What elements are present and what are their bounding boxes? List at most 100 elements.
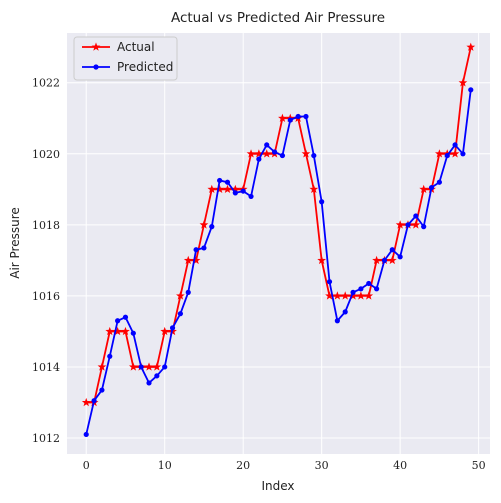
actual-point xyxy=(340,291,350,300)
actual-point xyxy=(325,291,334,300)
predicted-point xyxy=(342,309,348,315)
predicted-series xyxy=(83,87,474,438)
plot-area xyxy=(67,33,490,454)
predicted-point xyxy=(389,247,395,253)
grid-lines xyxy=(67,33,490,454)
predicted-point xyxy=(295,113,301,120)
predicted-point xyxy=(209,224,215,230)
series-layer xyxy=(81,42,476,438)
predicted-point xyxy=(326,279,333,285)
predicted-point xyxy=(201,245,207,251)
x-tick-label: 30 xyxy=(315,459,329,472)
actual-point xyxy=(466,42,476,51)
legend-actual-marker xyxy=(91,42,101,51)
predicted-point xyxy=(319,199,325,205)
predicted-point xyxy=(350,289,356,295)
actual-point xyxy=(387,255,397,265)
predicted-point xyxy=(311,152,317,159)
predicted-point xyxy=(468,87,474,93)
y-tick-label: 1016 xyxy=(32,290,60,303)
actual-point xyxy=(364,291,374,300)
actual-point xyxy=(254,149,264,158)
actual-point xyxy=(223,184,232,194)
actual-point xyxy=(411,220,421,229)
predicted-point xyxy=(421,224,427,230)
actual-point xyxy=(230,184,240,194)
actual-point xyxy=(81,397,91,407)
predicted-point xyxy=(169,325,176,331)
predicted-point xyxy=(146,380,152,386)
predicted-point xyxy=(115,318,121,324)
predicted-point xyxy=(248,193,254,200)
actual-point xyxy=(309,184,319,194)
actual-point xyxy=(199,220,209,229)
actual-point xyxy=(176,291,185,300)
actual-point xyxy=(372,255,381,265)
predicted-point xyxy=(405,222,411,228)
predicted-point xyxy=(177,311,184,317)
predicted-point xyxy=(287,117,293,123)
x-tick-label: 20 xyxy=(236,459,250,472)
predicted-point xyxy=(264,142,270,148)
predicted-point xyxy=(224,179,231,185)
y-tick-label: 1020 xyxy=(32,148,60,161)
actual-point xyxy=(301,149,311,158)
predicted-point xyxy=(413,213,419,219)
predicted-point xyxy=(444,152,450,159)
predicted-point xyxy=(232,190,238,196)
predicted-point xyxy=(83,431,89,438)
predicted-point xyxy=(334,318,340,324)
actual-point xyxy=(395,220,405,229)
y-tick-label: 1012 xyxy=(32,432,60,445)
actual-point xyxy=(458,78,468,87)
predicted-point xyxy=(99,387,105,393)
actual-point xyxy=(183,255,193,265)
actual-point xyxy=(152,362,162,371)
actual-point xyxy=(246,149,256,158)
y-tick-label: 1018 xyxy=(32,219,60,232)
predicted-point xyxy=(303,113,309,120)
predicted-point xyxy=(217,177,223,184)
actual-point xyxy=(435,149,444,158)
actual-point xyxy=(356,291,366,300)
actual-point xyxy=(278,113,287,122)
x-tick-label: 0 xyxy=(83,459,90,472)
actual-point xyxy=(160,326,170,336)
predicted-point xyxy=(381,257,388,263)
x-tick-label: 10 xyxy=(158,459,172,472)
y-tick-label: 1022 xyxy=(32,77,60,90)
actual-point xyxy=(215,184,225,194)
actual-point xyxy=(348,291,358,300)
actual-point xyxy=(113,326,122,336)
legend: Actual Predicted xyxy=(73,36,178,81)
predicted-point xyxy=(366,280,372,287)
predicted-point xyxy=(397,254,403,260)
predicted-point xyxy=(122,314,129,320)
legend-predicted-marker xyxy=(93,64,99,70)
y-tick-label: 1014 xyxy=(32,361,60,374)
x-tick-label: 40 xyxy=(393,459,407,472)
actual-point xyxy=(419,184,429,194)
x-tick-label: 50 xyxy=(472,459,486,472)
actual-point xyxy=(144,362,154,371)
actual-point xyxy=(128,362,138,371)
predicted-point xyxy=(130,330,136,336)
predicted-point xyxy=(185,289,191,295)
predicted-point xyxy=(271,149,278,155)
predicted-point xyxy=(162,364,168,370)
actual-point xyxy=(105,326,115,336)
predicted-point xyxy=(460,151,466,157)
predicted-point xyxy=(373,286,380,292)
x-axis-label: Index xyxy=(261,479,294,493)
actual-point xyxy=(97,362,107,371)
actual-point xyxy=(207,184,217,194)
predicted-point xyxy=(428,184,435,191)
actual-point xyxy=(262,149,272,158)
predicted-point xyxy=(193,247,199,253)
legend-predicted-label: Predicted xyxy=(117,60,173,74)
chart-title: Actual vs Predicted Air Pressure xyxy=(171,10,385,26)
y-axis-label: Air Pressure xyxy=(8,207,22,279)
